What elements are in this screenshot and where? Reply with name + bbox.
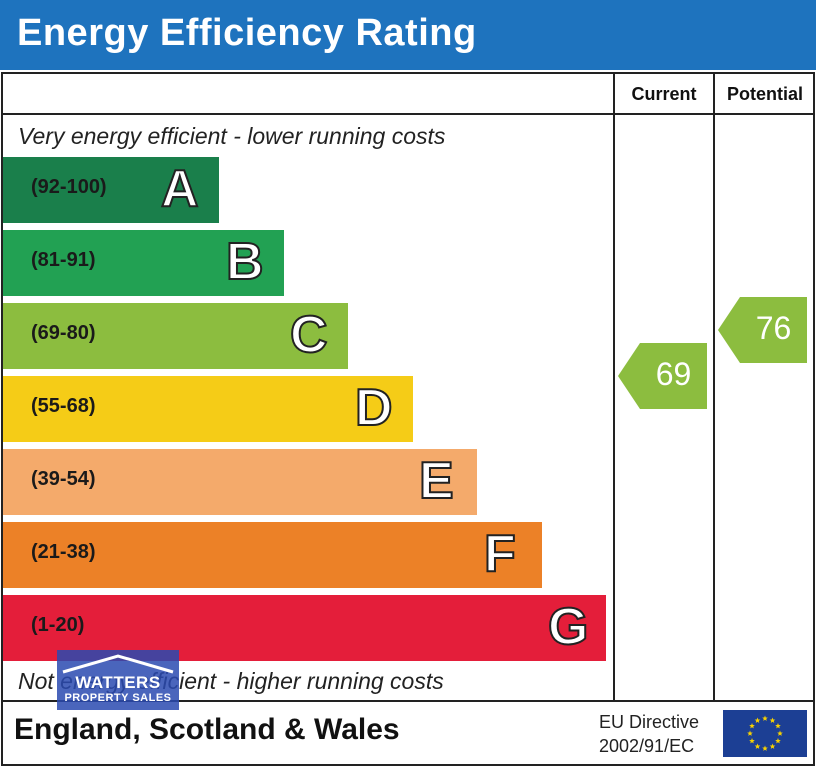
eu-star bbox=[777, 730, 783, 736]
band-letter: A bbox=[160, 159, 200, 219]
eu-flag-icon bbox=[723, 710, 807, 757]
potential-arrow-shape bbox=[718, 297, 807, 363]
footer-divider bbox=[1, 700, 815, 702]
eu-star bbox=[775, 723, 781, 729]
band-a: (92-100) A bbox=[3, 157, 219, 223]
band-range-label: (92-100) bbox=[31, 176, 107, 198]
band-d: (55-68) D bbox=[3, 376, 413, 442]
current-column-header: Current bbox=[631, 84, 697, 104]
eu-star bbox=[749, 723, 755, 729]
top-caption: Very energy efficient - lower running co… bbox=[18, 123, 446, 149]
potential-rating-arrow: 76 bbox=[718, 297, 807, 363]
potential-rating-value: 76 bbox=[755, 310, 792, 346]
band-range-label: (21-38) bbox=[31, 541, 96, 563]
logo-subtitle: PROPERTY SALES bbox=[64, 692, 172, 704]
logo-name: WATTERS bbox=[75, 673, 161, 692]
band-letter: F bbox=[483, 524, 517, 584]
band-letter: B bbox=[225, 232, 265, 292]
eu-star bbox=[775, 738, 781, 744]
eu-star bbox=[754, 717, 761, 723]
current-arrow-shape bbox=[618, 343, 707, 409]
eu-star bbox=[754, 743, 761, 749]
house-roof-icon bbox=[62, 654, 174, 674]
eu-star bbox=[769, 717, 776, 723]
band-range-label: (69-80) bbox=[31, 322, 96, 344]
potential-column-header: Potential bbox=[726, 84, 803, 104]
band-range-label: (55-68) bbox=[31, 395, 96, 417]
header-row-divider bbox=[1, 113, 815, 115]
region-label: England, Scotland & Wales bbox=[14, 713, 400, 746]
eu-star bbox=[749, 738, 755, 744]
eu-star bbox=[762, 715, 768, 721]
current-rating-value: 69 bbox=[655, 356, 692, 392]
watters-logo: WATTERS PROPERTY SALES bbox=[57, 650, 179, 710]
band-f: (21-38) F bbox=[3, 522, 542, 588]
eu-star bbox=[769, 743, 776, 749]
band-letter: C bbox=[289, 305, 329, 365]
current-column-divider bbox=[613, 72, 615, 702]
eu-star bbox=[747, 730, 753, 736]
band-e: (39-54) E bbox=[3, 449, 477, 515]
eu-star bbox=[762, 745, 768, 751]
band-letter: D bbox=[354, 378, 394, 438]
chart-frame bbox=[1, 72, 815, 766]
band-range-label: (39-54) bbox=[31, 468, 96, 490]
eu-stars-icon bbox=[747, 715, 783, 751]
band-range-label: (81-91) bbox=[31, 249, 96, 271]
band-b: (81-91) B bbox=[3, 230, 284, 296]
chart-title: Energy Efficiency Rating bbox=[17, 12, 477, 54]
band-range-label: (1-20) bbox=[31, 614, 85, 636]
header-bar: Energy Efficiency Rating bbox=[0, 0, 816, 70]
potential-column-divider bbox=[713, 72, 715, 702]
band-c: (69-80) C bbox=[3, 303, 348, 369]
eu-directive-number: 2002/91/EC bbox=[599, 736, 695, 756]
band-letter: E bbox=[418, 451, 455, 511]
current-rating-arrow: 69 bbox=[618, 343, 707, 409]
eu-directive-label: EU Directive bbox=[599, 712, 700, 732]
band-letter: G bbox=[547, 597, 589, 657]
